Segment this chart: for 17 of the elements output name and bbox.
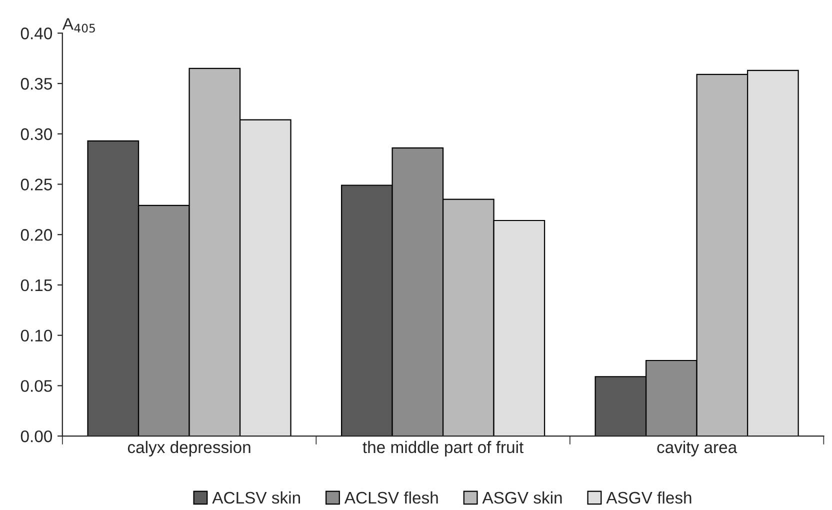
y-axis-title: A$_{405}$	[62, 18, 95, 33]
legend-label: ASGV flesh	[606, 491, 692, 504]
x-tick-label: cavity area	[657, 440, 738, 456]
x-tick-label: calyx depression	[128, 440, 250, 456]
legend-label: ACLSV flesh	[344, 491, 438, 504]
y-tick-label: 0.30	[20, 128, 52, 140]
y-tick-label: 0.25	[20, 178, 52, 190]
legend-label: ASGV skin	[482, 491, 562, 504]
y-tick-label: 0.00	[20, 430, 52, 442]
x-tick-label: the middle part of fruit	[362, 440, 524, 456]
legend-label: ACLSV skin	[212, 491, 300, 504]
y-tick-label: 0.20	[20, 229, 52, 241]
y-tick-label: 0.15	[20, 279, 52, 292]
y-tick-label: 0.05	[20, 380, 52, 392]
y-tick-label: 0.35	[20, 78, 52, 90]
y-tick-label: 0.10	[20, 330, 52, 342]
y-tick-label: 0.40	[20, 28, 52, 40]
